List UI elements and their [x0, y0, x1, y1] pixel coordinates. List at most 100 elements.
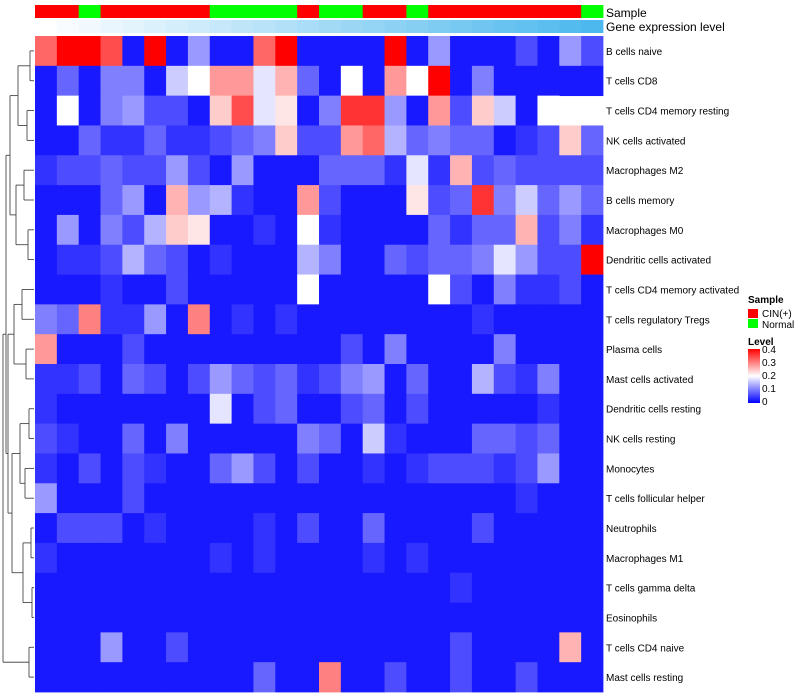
heatmap-cell [559, 364, 582, 395]
expression-annotation-cell [493, 20, 517, 33]
heatmap-cell [537, 304, 560, 335]
sample-annotation-cell [581, 5, 604, 18]
heatmap-cell [78, 95, 101, 126]
heatmap-cell [515, 95, 538, 126]
heatmap-cell [537, 513, 560, 544]
heatmap-cell [537, 155, 560, 186]
heatmap-cell [319, 36, 342, 67]
heatmap-cell [166, 393, 189, 425]
heatmap-cell [275, 214, 298, 246]
heatmap-cell [166, 334, 189, 365]
heatmap-cell [362, 185, 385, 216]
heatmap-cell [515, 274, 538, 305]
heatmap-cell [471, 632, 495, 663]
heatmap-cell [581, 334, 604, 365]
heatmap-cell [122, 632, 145, 663]
heatmap-cell [537, 483, 560, 514]
heatmap-cell [78, 185, 101, 216]
heatmap-cell [78, 423, 101, 454]
heatmap-cell [35, 423, 58, 454]
row-label: Mast cells resting [606, 673, 683, 684]
heatmap-cell [78, 542, 101, 574]
heatmap-cell [428, 393, 451, 425]
heatmap-cell [187, 453, 211, 484]
heatmap-cell [559, 513, 582, 544]
heatmap-cell [209, 214, 233, 246]
heatmap-cell [253, 334, 276, 365]
row-label: T cells CD4 memory resting [606, 107, 729, 118]
heatmap-cell [100, 155, 123, 186]
heatmap-cell [187, 572, 211, 603]
level-legend-tick: 0.2 [762, 371, 776, 382]
sample-annotation-cell [166, 5, 189, 18]
heatmap-cell [209, 65, 233, 97]
heatmap-cell [297, 274, 320, 305]
heatmap-cell [406, 95, 429, 126]
heatmap-cell [187, 393, 211, 425]
heatmap-cell [493, 542, 517, 574]
heatmap-cell [187, 364, 211, 395]
heatmap-cell [559, 423, 582, 454]
heatmap-cell [340, 36, 364, 67]
sample-annotation-cell [384, 5, 407, 18]
heatmap-cell [340, 364, 364, 395]
heatmap-cell [122, 423, 145, 454]
heatmap-cell [209, 364, 233, 395]
heatmap-cell [340, 572, 364, 603]
heatmap-cell [319, 632, 342, 663]
heatmap-cell [428, 483, 451, 514]
heatmap-cell [450, 513, 473, 544]
heatmap-cell [297, 393, 320, 425]
heatmap-cell [450, 185, 473, 216]
heatmap-cell [56, 155, 80, 186]
heatmap-cell [581, 185, 604, 216]
heatmap-cell [515, 393, 538, 425]
level-legend-tick: 0 [762, 397, 768, 408]
heatmap-cell [559, 155, 582, 186]
heatmap-cell [56, 513, 80, 544]
heatmap-cell [100, 244, 123, 275]
heatmap-cell [209, 36, 233, 67]
heatmap-cell [122, 214, 145, 246]
heatmap-cell [100, 513, 123, 544]
heatmap-cell [340, 423, 364, 454]
heatmap-cell [559, 36, 582, 67]
heatmap-cell [471, 513, 495, 544]
heatmap-cell [56, 662, 80, 693]
heatmap-cell [493, 572, 517, 603]
heatmap-cell [428, 36, 451, 67]
heatmap-cell [78, 65, 101, 97]
heatmap-cell [428, 65, 451, 97]
heatmap-cell [35, 513, 58, 544]
heatmap-cell [471, 274, 495, 305]
heatmap-cell [253, 155, 276, 186]
heatmap-cell [166, 214, 189, 246]
heatmap-cell [56, 453, 80, 484]
heatmap-cell [362, 483, 385, 514]
heatmap-cell [428, 304, 451, 335]
heatmap-cell [297, 572, 320, 603]
expression-annotation-cell [56, 20, 80, 33]
heatmap-cell [56, 274, 80, 305]
expression-annotation-cell [275, 20, 298, 33]
heatmap-cell [340, 244, 364, 275]
expression-annotation-cell [187, 20, 211, 33]
heatmap-cell [275, 304, 298, 335]
heatmap-cell [231, 95, 254, 126]
sample-annotation-cell [340, 5, 364, 18]
heatmap-cell [187, 36, 211, 67]
heatmap-cell [319, 65, 342, 97]
heatmap-cell [78, 125, 101, 156]
heatmap-cell [450, 36, 473, 67]
heatmap-cell [428, 214, 451, 246]
heatmap-cell [559, 125, 582, 156]
heatmap-cell [559, 632, 582, 663]
heatmap-cell [340, 513, 364, 544]
expression-annotation-cell [471, 20, 495, 33]
heatmap-cell [231, 214, 254, 246]
normal-legend-label: Normal [762, 320, 794, 331]
expression-annotation-cell [144, 20, 167, 33]
heatmap-cell [56, 304, 80, 335]
heatmap-cell [122, 572, 145, 603]
